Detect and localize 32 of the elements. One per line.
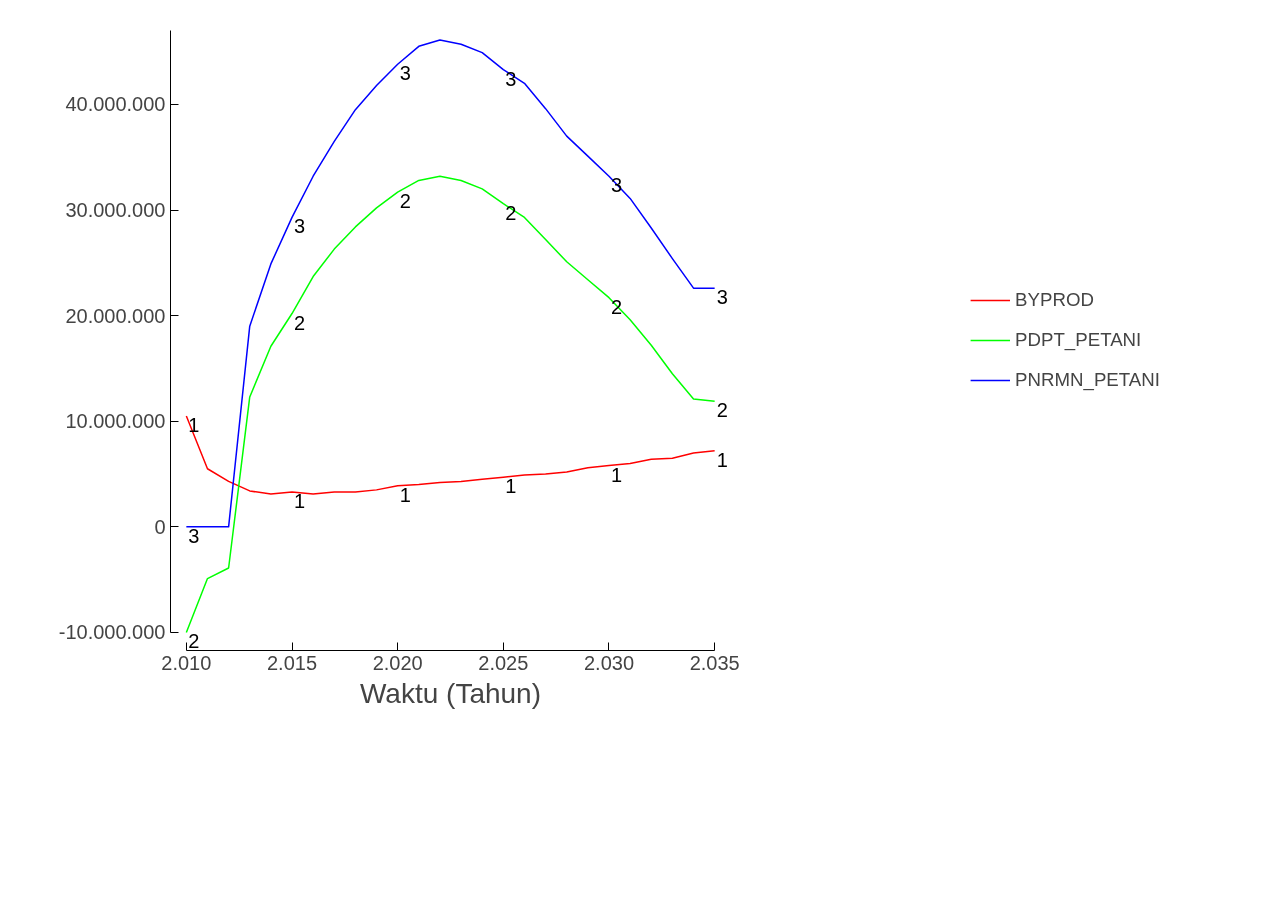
y-tick-label: 10.000.000	[65, 410, 166, 433]
annotation: 3	[399, 62, 411, 85]
annotation: 1	[610, 463, 623, 486]
annotation: 1	[294, 489, 306, 512]
line-series	[185, 39, 716, 528]
legend-label: PNRMN_PETANI	[1015, 369, 1160, 391]
annotation: 3	[188, 524, 200, 547]
annotation: 3	[716, 286, 728, 309]
y-tick-label: 30.000.000	[65, 199, 166, 222]
x-tick-label: 2.030	[583, 651, 635, 674]
annotation: 2	[188, 630, 200, 653]
y-tick-label: 20.000.000	[65, 304, 166, 327]
line-series	[185, 175, 716, 634]
legend-label: PDPT_PETANI	[1015, 329, 1142, 351]
annotation: 2	[399, 190, 411, 213]
x-tick-label: 2.015	[266, 651, 318, 674]
y-tick-label: -10.000.000	[58, 621, 166, 644]
annotation: 1	[716, 448, 728, 471]
y-tick-label: 0	[154, 515, 166, 538]
annotation: 1	[505, 475, 517, 498]
annotation: 2	[294, 311, 306, 334]
x-axis-title: Waktu (Tahun)	[359, 677, 542, 709]
x-tick-label: 2.020	[372, 651, 423, 674]
annotation: 3	[294, 215, 306, 238]
annotation: 1	[399, 483, 411, 506]
x-tick-label: 2.010	[161, 651, 212, 674]
x-tick-label: 2.025	[478, 651, 529, 674]
legend-label: BYPROD	[1015, 289, 1094, 311]
x-tick-label: 2.035	[689, 651, 740, 674]
annotation: 2	[716, 399, 728, 422]
annotation: 1	[188, 413, 200, 436]
y-tick-label: 40.000.000	[65, 93, 166, 116]
